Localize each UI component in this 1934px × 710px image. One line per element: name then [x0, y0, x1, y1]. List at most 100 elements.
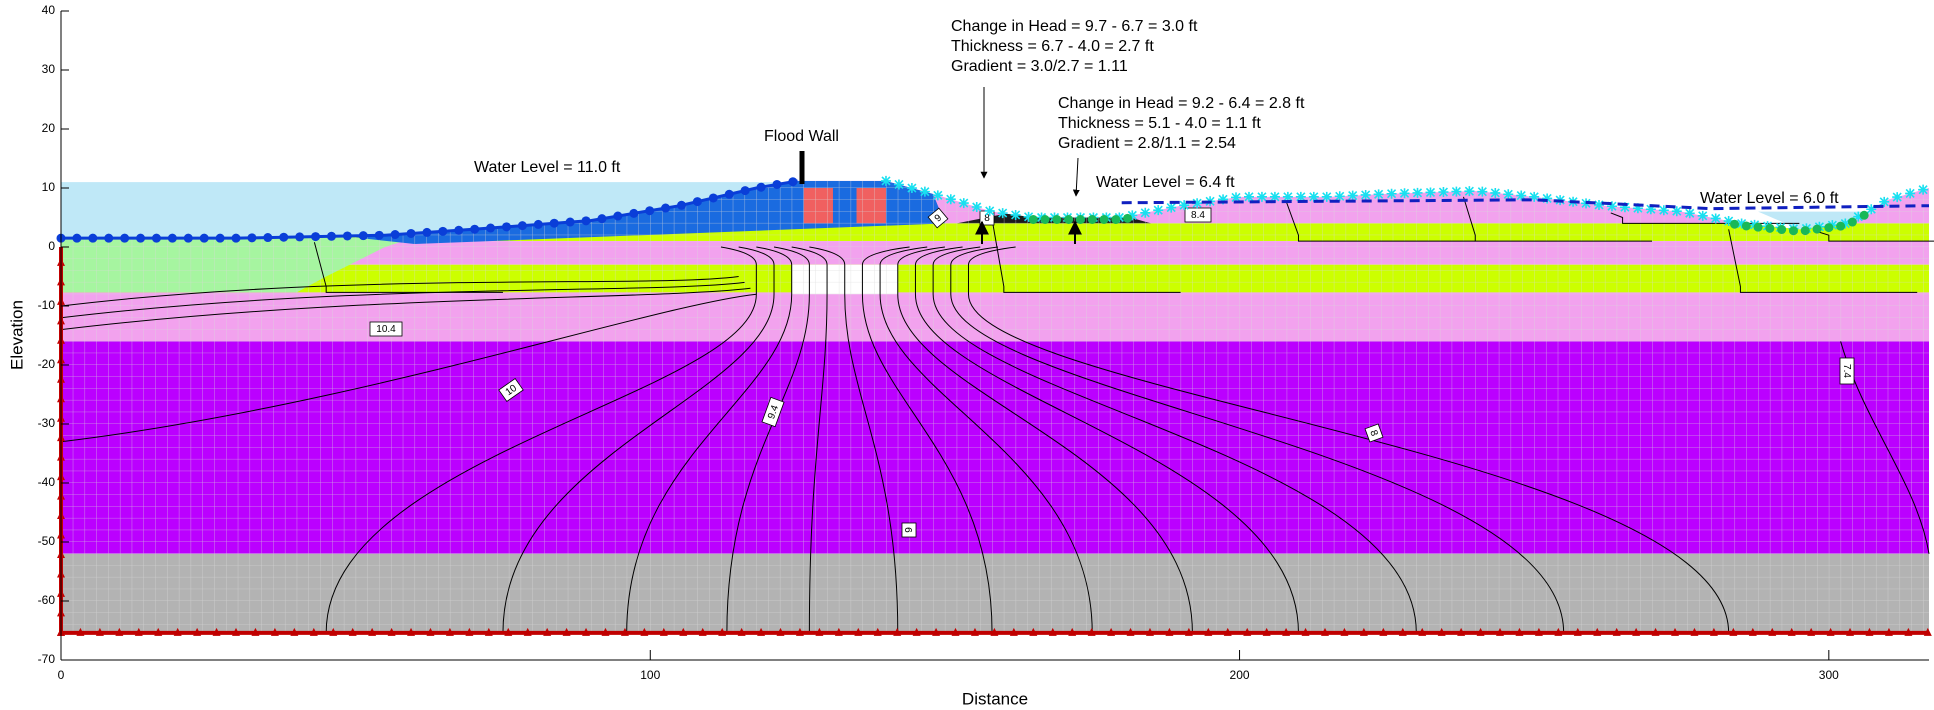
seepage-marker [1348, 191, 1358, 201]
boundary-marker [438, 227, 447, 236]
mesh [61, 181, 1929, 633]
y-tick-label: 20 [42, 121, 56, 135]
contour-label-text: 7.4 [1841, 364, 1852, 378]
boundary-marker [359, 231, 368, 240]
seepage-marker [1413, 188, 1423, 198]
boundary-marker [1836, 222, 1845, 231]
boundary-marker [152, 234, 161, 243]
boundary-marker [1111, 215, 1120, 224]
seepage-marker [1166, 203, 1176, 213]
boundary-marker [582, 216, 591, 225]
y-tick-label: -50 [38, 534, 56, 548]
boundary-marker [1860, 211, 1869, 220]
y-tick-label: -40 [38, 475, 56, 489]
boundary-marker [550, 219, 559, 228]
boundary-marker [88, 234, 97, 243]
boundary-marker [1076, 215, 1085, 224]
boundary-marker [1041, 215, 1050, 224]
boundary-marker [661, 204, 670, 213]
seepage-marker [920, 187, 930, 197]
boundary-marker [1064, 215, 1073, 224]
boundary-marker [1088, 215, 1097, 224]
boundary-marker [407, 229, 416, 238]
seepage-marker [1503, 189, 1513, 199]
boundary-marker [757, 183, 766, 192]
x-tick-label: 200 [1230, 668, 1250, 682]
seepage-marker [1685, 208, 1695, 218]
seepage-marker [1905, 188, 1915, 198]
seepage-marker [1892, 192, 1902, 202]
seepage-marker [1698, 211, 1708, 221]
seepage-marker [998, 208, 1008, 218]
boundary-marker [1777, 225, 1786, 234]
y-axis-label: Elevation [7, 300, 26, 370]
boundary-marker [725, 190, 734, 199]
boundary-marker [1100, 215, 1109, 224]
boundary-marker [263, 233, 272, 242]
boundary-marker [1789, 226, 1798, 235]
boundary-marker [1824, 223, 1833, 232]
boundary-marker [772, 180, 781, 189]
boundary-marker [120, 234, 129, 243]
seepage-marker [907, 183, 917, 193]
y-tick-label: -10 [38, 298, 56, 312]
y-tick-label: 40 [42, 3, 56, 17]
seepage-marker [1711, 213, 1721, 223]
boundary-marker [709, 193, 718, 202]
seepage-marker [946, 194, 956, 204]
boundary-marker [470, 225, 479, 234]
annotation: Thickness = 5.1 - 4.0 = 1.1 ft [1058, 115, 1261, 132]
seepage-marker [894, 179, 904, 189]
boundary-marker [391, 230, 400, 239]
y-tick-label: 10 [42, 180, 56, 194]
contour-label-text: 9 [904, 527, 915, 533]
seepage-marker [1374, 189, 1384, 199]
boundary-marker [1052, 215, 1061, 224]
seepage-marker [985, 206, 995, 216]
x-tick-label: 100 [640, 668, 660, 682]
seepage-marker [1140, 208, 1150, 218]
boundary-marker [1742, 221, 1751, 230]
seepage-marker [1451, 187, 1461, 197]
seepage-marker [1153, 205, 1163, 215]
contour-label-text: 8.4 [1191, 210, 1205, 221]
below-model [61, 633, 1929, 666]
seepage-marker [1011, 210, 1021, 220]
seepage-marker [1918, 185, 1928, 195]
contour-label: 10.4 [370, 322, 402, 336]
y-tick-label: 30 [42, 62, 56, 76]
seepage-marker [972, 202, 982, 212]
boundary-marker [1754, 223, 1763, 232]
seepage-marker [1400, 188, 1410, 198]
boundary-marker [422, 228, 431, 237]
boundary-marker [136, 234, 145, 243]
boundary-marker [1813, 225, 1822, 234]
boundary-marker [279, 233, 288, 242]
boundary-marker [518, 221, 527, 230]
contour-label-text: 10.4 [376, 324, 396, 335]
boundary-marker [343, 231, 352, 240]
boundary-marker [184, 234, 193, 243]
seepage-marker [1464, 186, 1474, 196]
seepage-marker [1477, 187, 1487, 197]
contour-label: 7.4 [1840, 358, 1854, 384]
y-tick-label: -30 [38, 416, 56, 430]
y-tick-label: -70 [38, 652, 56, 666]
annotation: Thickness = 6.7 - 4.0 = 2.7 ft [951, 38, 1154, 55]
section-geometry [61, 5, 1934, 666]
boundary-marker [566, 218, 575, 227]
seepage-marker [1542, 193, 1552, 203]
chart: 10.4109.498.4887.49 Distance Elevation 4… [0, 0, 1934, 710]
contour-label: 9 [902, 523, 916, 537]
boundary-marker [311, 232, 320, 241]
boundary-marker [677, 201, 686, 210]
boundary-marker [168, 234, 177, 243]
annotation: Water Level = 6.4 ft [1096, 174, 1235, 191]
boundary-marker [645, 206, 654, 215]
boundary-marker [200, 234, 209, 243]
boundary-marker [247, 233, 256, 242]
seepage-marker [1425, 187, 1435, 197]
y-tick-label: -60 [38, 593, 56, 607]
boundary-marker [1123, 214, 1132, 223]
seepage-marker [933, 190, 943, 200]
